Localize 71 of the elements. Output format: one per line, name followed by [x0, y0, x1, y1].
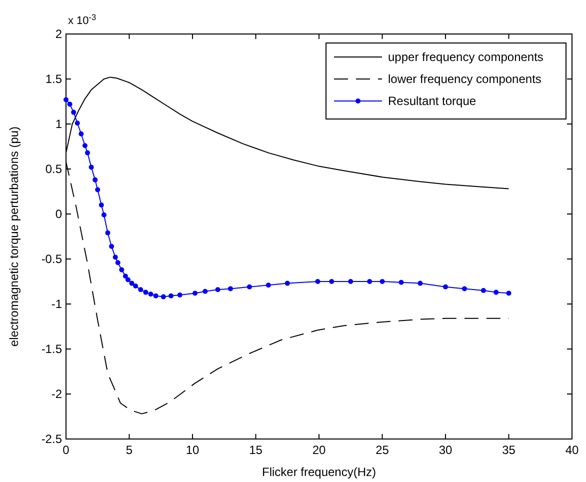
- point: [74, 120, 80, 126]
- point: [92, 177, 98, 182]
- y-tick-label: 0.5: [45, 162, 62, 176]
- point: [119, 267, 124, 272]
- point: [125, 277, 130, 282]
- legend-label: upper frequency components: [388, 50, 544, 64]
- point: [266, 282, 271, 288]
- point: [148, 292, 154, 297]
- legend-label: lower frequency components: [388, 72, 542, 86]
- y-tick-label: -2: [51, 387, 62, 401]
- point: [367, 279, 372, 284]
- point: [112, 254, 118, 260]
- point: [129, 280, 134, 286]
- point: [101, 212, 106, 218]
- point: [85, 150, 90, 156]
- x-tick-label: 30: [438, 443, 452, 457]
- point: [115, 260, 120, 266]
- point: [122, 274, 128, 279]
- x-tick-label: 5: [126, 443, 133, 457]
- point: [418, 280, 423, 286]
- point: [398, 280, 404, 285]
- point: [329, 279, 334, 284]
- point: [380, 279, 385, 284]
- point: [64, 97, 68, 102]
- point: [95, 187, 100, 192]
- point: [88, 164, 94, 170]
- point: [494, 290, 499, 295]
- x-tick-label: 20: [312, 443, 326, 457]
- point: [315, 279, 320, 284]
- point: [67, 102, 72, 107]
- x-tick-label: 35: [502, 443, 516, 457]
- point: [78, 131, 84, 136]
- point: [462, 286, 467, 292]
- y-tick-label: -1: [51, 297, 62, 311]
- point: [160, 294, 166, 300]
- point: [98, 202, 104, 208]
- point: [105, 230, 110, 236]
- point: [246, 284, 252, 290]
- y-tick-label: -1.5: [41, 342, 62, 356]
- y-tick-label: 1: [55, 117, 62, 131]
- point: [228, 286, 233, 292]
- point: [348, 279, 354, 284]
- point: [71, 110, 76, 115]
- x-tick-label: 15: [249, 443, 263, 457]
- point: [480, 288, 486, 293]
- point: [177, 292, 182, 298]
- point: [443, 284, 448, 290]
- x-tick-label: 10: [186, 443, 200, 457]
- point: [284, 280, 290, 286]
- y-axis-title: electromagnetic torque perturbations (pu): [7, 126, 21, 347]
- x-axis-title: Flicker frequency(Hz): [262, 465, 376, 479]
- point: [202, 288, 208, 294]
- point: [153, 293, 158, 298]
- text: x 10$^{-3}$: [68, 12, 97, 27]
- point: [133, 284, 138, 288]
- point: [168, 293, 174, 298]
- x-tick-label: 40: [565, 443, 579, 457]
- point: [215, 287, 220, 292]
- point: [138, 287, 144, 292]
- point: [192, 290, 198, 296]
- point: [506, 290, 512, 296]
- y-tick-label: -0.5: [41, 252, 62, 266]
- y-tick-label: 1.5: [45, 72, 62, 86]
- y-tick-label: -2.5: [41, 432, 62, 446]
- point: [82, 143, 88, 148]
- x-tick-label: 25: [376, 443, 390, 457]
- point: [143, 290, 148, 295]
- point: [109, 244, 114, 249]
- y-tick-label: 2: [55, 27, 62, 41]
- legend-label: Resultant torque: [388, 94, 476, 108]
- y-tick-label: 0: [55, 207, 62, 221]
